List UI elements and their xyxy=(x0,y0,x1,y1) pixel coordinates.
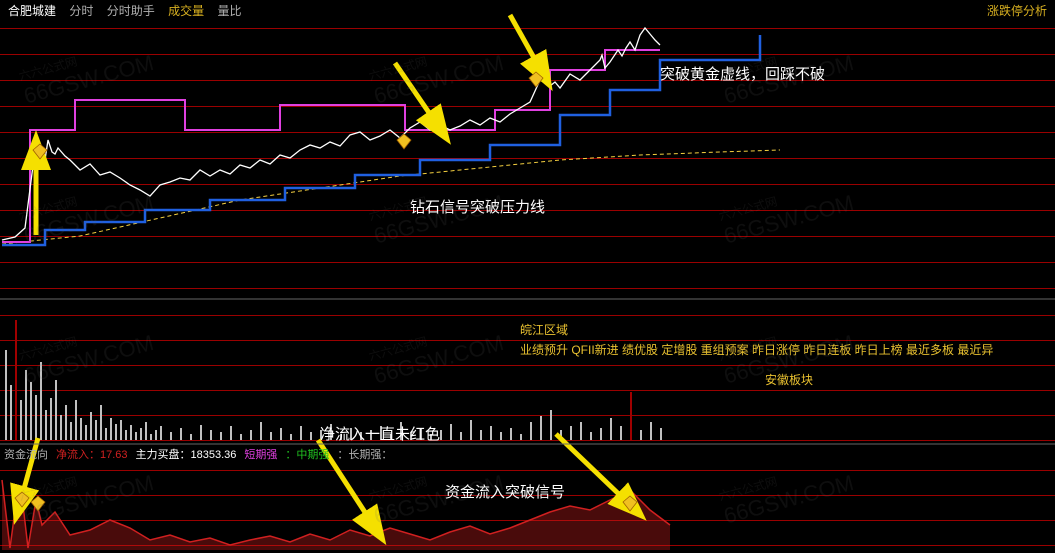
status-item: 资金流向 xyxy=(4,449,48,461)
status-item: ：长期强： xyxy=(337,449,392,461)
sector-tag[interactable]: 安徽板块 xyxy=(765,371,813,388)
capital-status-bar: 资金流向净流入：17.63 主力买盘：18353.36 短期强 ：中期强 ：长期强： xyxy=(4,446,400,462)
chart-canvas xyxy=(0,0,1055,553)
region-tag[interactable]: 皖江区域 xyxy=(520,321,568,338)
status-item: 主力买盘：18353.36 xyxy=(136,449,237,461)
annotation: 资金流入突破信号 xyxy=(445,481,565,502)
status-item: 短期强 xyxy=(244,449,277,461)
annotation: 突破黄金虚线，回踩不破 xyxy=(660,63,825,84)
concepts-tags[interactable]: 业绩预升 QFII新进 绩优股 定增股 重组预案 昨日涨停 昨日连板 昨日上榜 … xyxy=(520,341,993,358)
status-item: ：中期强 xyxy=(285,449,329,461)
annotation: 钻石信号突破压力线 xyxy=(410,196,545,217)
annotation: 净流入一直未红色 xyxy=(320,423,440,444)
status-item: 净流入：17.63 xyxy=(56,449,128,461)
